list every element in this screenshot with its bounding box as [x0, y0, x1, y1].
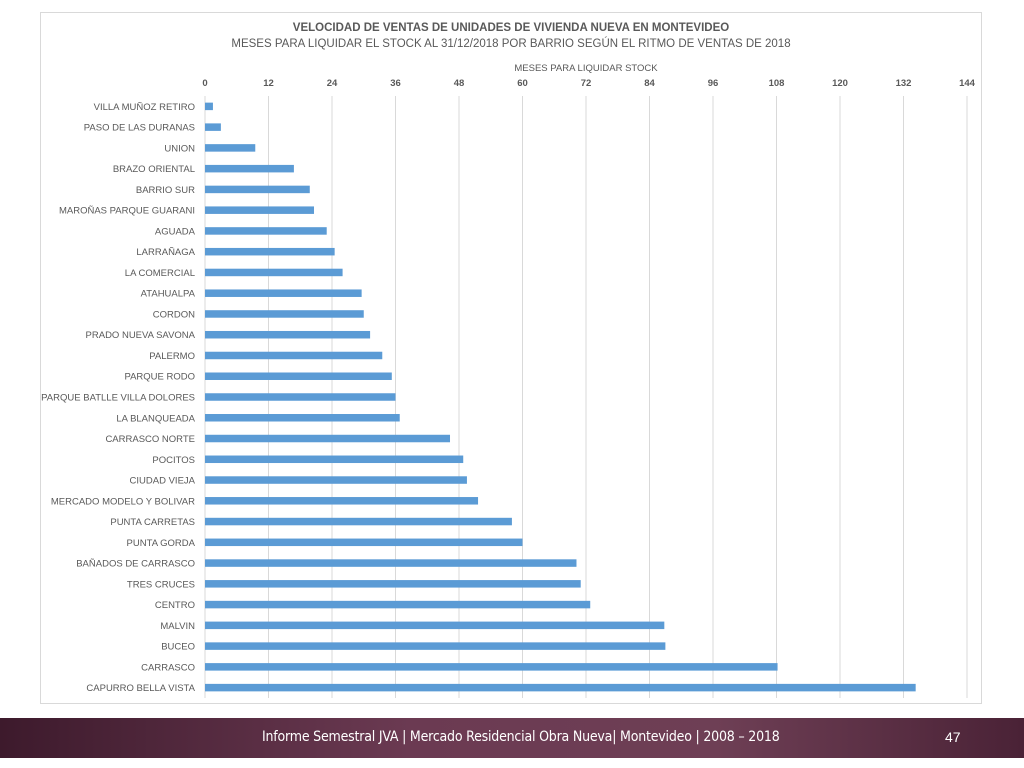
category-label: BRAZO ORIENTAL [113, 164, 195, 175]
bar [205, 351, 383, 360]
category-label: CIUDAD VIEJA [130, 476, 196, 487]
footer-text: Informe Semestral JVA | Mercado Residenc… [262, 729, 780, 745]
category-label: MERCADO MODELO Y BOLIVAR [51, 496, 195, 507]
bar [205, 144, 256, 152]
category-label: LARRAÑAGA [136, 247, 195, 258]
category-label: CAPURRO BELLA VISTA [86, 683, 195, 694]
bars [205, 102, 916, 692]
category-label: PARQUE BATLLE VILLA DOLORES [41, 393, 195, 404]
bar [205, 434, 451, 443]
bar [205, 580, 581, 588]
category-label: LA COMERCIAL [125, 268, 195, 279]
chart-subtitle: MESES PARA LIQUIDAR EL STOCK AL 31/12/20… [231, 37, 790, 50]
chart-title: VELOCIDAD DE VENTAS DE UNIDADES DE VIVIE… [293, 22, 729, 34]
bar [205, 538, 523, 547]
category-labels: VILLA MUÑOZ RETIRO PASO DE LAS DURANAS UNI… [41, 102, 195, 694]
bar [205, 559, 577, 567]
category-label: CARRASCO NORTE [105, 434, 195, 445]
bar [205, 164, 294, 173]
bar [205, 227, 327, 235]
bar [205, 393, 396, 401]
category-label: MAROÑAS PARQUE GUARANI [59, 206, 195, 217]
category-label: AGUADA [155, 226, 196, 237]
footer-bar: Informe Semestral JVA | Mercado Residenc… [0, 718, 1024, 758]
bar [205, 310, 364, 318]
bar [205, 372, 392, 380]
category-label: PUNTA GORDA [127, 538, 196, 549]
category-label: BAÑADOS DE CARRASCO [76, 559, 195, 570]
x-tick-label: 72 [581, 78, 592, 89]
category-label: CENTRO [155, 600, 195, 611]
bar [205, 123, 221, 131]
bar [205, 621, 665, 630]
category-label: UNION [164, 143, 195, 154]
x-tick-label: 12 [263, 78, 274, 89]
bar [205, 414, 400, 422]
bar [205, 289, 362, 297]
x-tick-label: 84 [644, 78, 655, 89]
x-tick-label: 132 [896, 78, 912, 89]
x-axis-label: MESES PARA LIQUIDAR STOCK [514, 63, 658, 74]
x-tick-label: 144 [959, 78, 976, 89]
category-label: TRES CRUCES [127, 579, 195, 590]
category-label: CARRASCO [141, 662, 195, 673]
category-label: CORDON [153, 309, 195, 320]
bar [205, 642, 666, 650]
bar [205, 497, 479, 505]
category-label: MALVIN [160, 621, 195, 632]
bar [205, 683, 916, 692]
category-label: PUNTA CARRETAS [110, 517, 195, 528]
x-tick-label: 120 [832, 78, 848, 89]
x-tick-label: 0 [202, 78, 207, 89]
x-tick-label: 96 [708, 78, 719, 89]
x-tick-label: 36 [390, 78, 401, 89]
x-tick-label: 48 [454, 78, 465, 89]
category-label: LA BLANQUEADA [116, 413, 195, 424]
page-number: 47 [945, 729, 961, 745]
category-label: PRADO NUEVA SAVONA [86, 330, 196, 341]
category-label: PASO DE LAS DURANAS [84, 123, 195, 134]
x-tick-label: 24 [327, 78, 338, 89]
bar [205, 476, 467, 484]
bar [205, 330, 371, 339]
bar [205, 102, 213, 111]
bar [205, 268, 343, 277]
x-tick-label: 60 [517, 78, 528, 89]
x-tick-label: 108 [769, 78, 785, 89]
category-label: BARRIO SUR [136, 185, 195, 196]
bar [205, 517, 512, 526]
bar [205, 663, 778, 671]
category-label: ATAHUALPA [141, 289, 196, 300]
category-label: PARQUE RODO [124, 372, 195, 383]
x-axis-ticks: 0 12 24 36 48 60 72 84 96 108 120 132 144 [202, 78, 975, 89]
bar [205, 247, 335, 256]
category-label: VILLA MUÑOZ RETIRO [94, 102, 195, 113]
category-label: PALERMO [149, 351, 195, 362]
category-label: POCITOS [152, 455, 195, 466]
gridlines [204, 96, 968, 698]
bar [205, 185, 310, 194]
bar [205, 455, 464, 464]
chart-frame: VELOCIDAD DE VENTAS DE UNIDADES DE VIVIE… [40, 12, 982, 704]
bar-chart: VELOCIDAD DE VENTAS DE UNIDADES DE VIVIE… [41, 22, 976, 698]
category-label: BUCEO [161, 642, 195, 653]
bar [205, 600, 591, 609]
bar [205, 206, 315, 214]
